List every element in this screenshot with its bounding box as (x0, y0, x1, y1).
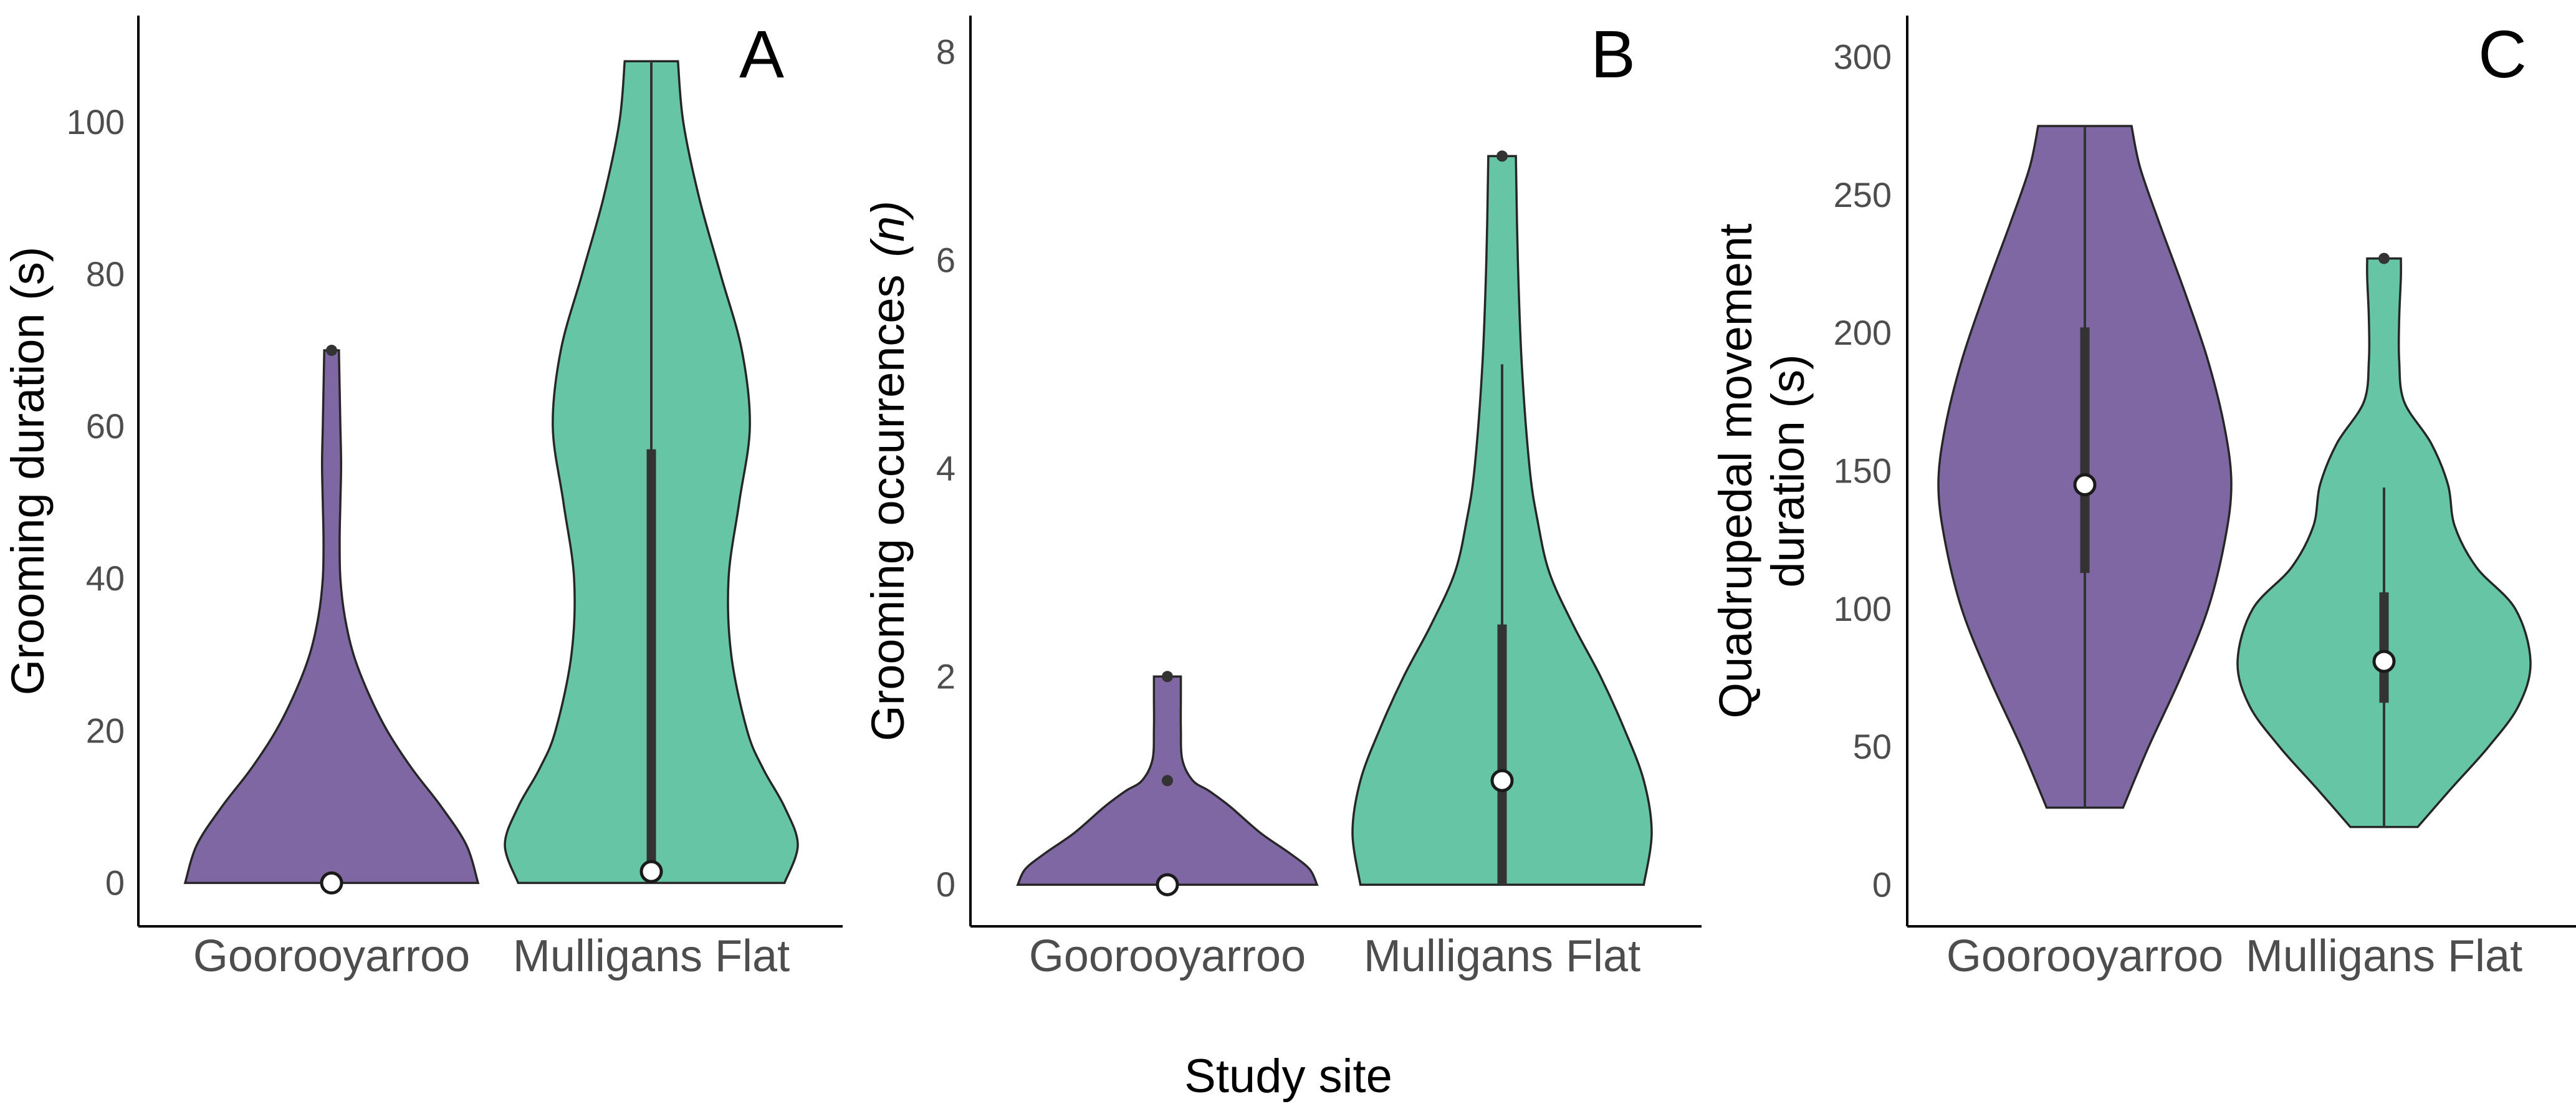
x-tick-label: Goorooyarroo (1029, 931, 1306, 981)
panel-letter: A (739, 16, 784, 92)
y-axis-title-line: Quadrupedal movement (1710, 223, 1761, 718)
y-tick-label: 0 (1872, 865, 1892, 905)
y-axis-title-line: duration (s) (1762, 354, 1814, 587)
y-tick-label: 6 (936, 240, 955, 279)
outlier-point (2378, 252, 2390, 264)
y-axis-title-text: Grooming occurrences (862, 274, 914, 741)
x-tick-label: Mulligans Flat (1364, 931, 1640, 981)
y-axis-title: Quadrupedal movementduration (s) (1710, 223, 1814, 718)
y-tick-label: 300 (1834, 37, 1892, 76)
y-tick-label: 20 (86, 711, 125, 750)
global-x-axis-label: Study site (1184, 1050, 1392, 1103)
y-tick-label: 40 (86, 559, 125, 598)
x-tick-label: Goorooyarroo (193, 931, 470, 981)
y-axis-title: Grooming occurrences (n) (862, 201, 914, 741)
median-point (1490, 769, 1514, 792)
median-point (320, 871, 343, 895)
outlier-point (1162, 671, 1173, 683)
outlier-point (326, 345, 337, 357)
outlier-point (1162, 775, 1173, 787)
y-tick-label: 4 (936, 448, 955, 487)
panel-letter: B (1591, 16, 1635, 92)
outlier-point (1496, 150, 1508, 162)
y-tick-label: 100 (67, 102, 125, 142)
y-tick-label: 150 (1834, 451, 1892, 491)
panel-b: 0 2 4 6 8 Goorooyarroo Mulligans Flat B Grooming… (862, 16, 1702, 981)
y-tick-label: 250 (1834, 175, 1892, 214)
y-tick-label: 8 (936, 32, 955, 71)
x-tick-label: Mulligans Flat (513, 931, 790, 981)
y-tick-label: 50 (1853, 727, 1892, 766)
median-point (1156, 873, 1179, 896)
y-tick-label: 0 (105, 863, 125, 902)
y-tick-label: 0 (936, 865, 955, 904)
x-tick-label: Mulligans Flat (2246, 931, 2522, 981)
y-axis-title-italic: (n) (862, 201, 914, 257)
median-point (2073, 473, 2097, 497)
panel-c: 0 50 100 150 200 250 300 Goorooyarroo Mulligans … (1710, 16, 2576, 981)
panel-letter: C (2478, 16, 2527, 92)
y-tick-label: 80 (86, 254, 125, 294)
y-tick-label: 100 (1834, 589, 1892, 628)
y-axis-title-text: Grooming duration (s) (2, 247, 54, 696)
x-tick-label: Goorooyarroo (1946, 931, 2223, 981)
median-point (639, 860, 663, 883)
y-tick-label: 200 (1834, 313, 1892, 352)
panel-a: 0 20 40 60 80 100 Goorooyarroo Mulligans Flat A G… (2, 16, 843, 981)
y-tick-label: 2 (936, 656, 955, 696)
median-point (2372, 650, 2396, 673)
y-axis-title: Grooming duration (s) (2, 247, 54, 696)
y-tick-label: 60 (86, 406, 125, 446)
